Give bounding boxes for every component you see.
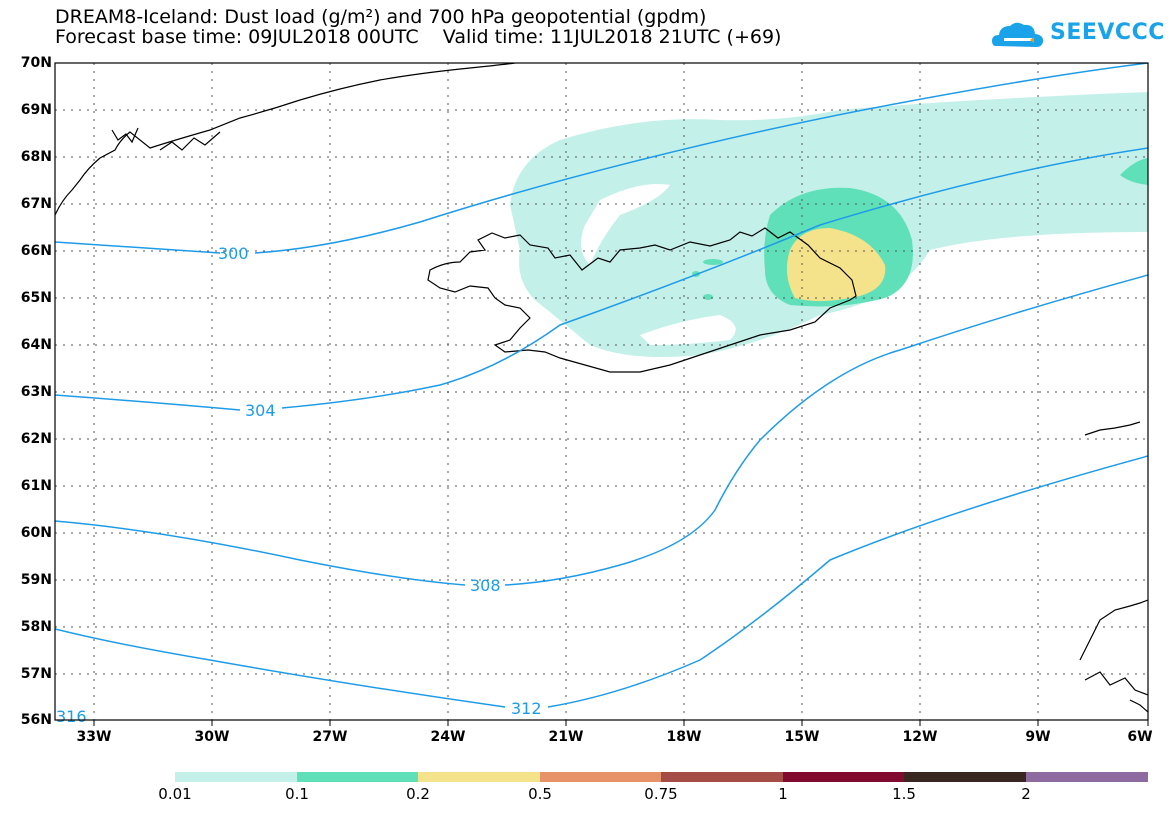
lon-label: 6W: [1127, 729, 1153, 745]
colorbar-segment: [1026, 772, 1148, 782]
colorbar-label: 0.2: [406, 785, 430, 803]
colorbar-segment: [904, 772, 1026, 782]
lat-label: 68N: [20, 149, 52, 165]
lon-label: 21W: [548, 729, 584, 745]
cloud-logo-icon: [992, 22, 1044, 47]
colorbar-label: 0.5: [528, 785, 552, 803]
lon-label: 12W: [902, 729, 938, 745]
contour-label-312: 312: [511, 699, 542, 718]
lat-label: 70N: [20, 55, 52, 71]
colorbar-segment: [418, 772, 540, 782]
lat-label: 66N: [20, 243, 52, 259]
lat-label: 69N: [20, 102, 52, 118]
contour-label-308: 308: [470, 576, 501, 595]
lat-label: 60N: [20, 525, 52, 541]
map-subtitle: Forecast base time: 09JUL2018 00UTC Vali…: [55, 26, 782, 48]
colorbar: [175, 772, 1148, 782]
contour-label-304: 304: [245, 401, 276, 420]
coastline: [55, 63, 1148, 713]
colorbar-segment: [540, 772, 661, 782]
geopotential-contours: [55, 63, 1148, 708]
lat-label: 56N: [20, 712, 52, 728]
map-title: DREAM8-Iceland: Dust load (g/m²) and 700…: [55, 6, 707, 28]
colorbar-segment: [175, 772, 297, 782]
lat-label: 65N: [20, 290, 52, 306]
lon-label: 30W: [194, 729, 230, 745]
lon-label: 33W: [76, 729, 112, 745]
colorbar-label: 2: [1021, 785, 1031, 803]
lat-label: 64N: [20, 337, 52, 353]
lat-label: 58N: [20, 619, 52, 635]
contour-label-316: 316: [56, 707, 87, 726]
colorbar-segment: [661, 772, 783, 782]
lon-label: 15W: [784, 729, 820, 745]
colorbar-label: 0.75: [644, 785, 678, 803]
colorbar-label: 1.5: [892, 785, 916, 803]
lat-label: 57N: [20, 666, 52, 682]
contour-label-300: 300: [218, 244, 249, 263]
lat-label: 62N: [20, 431, 52, 447]
logo-text: SEEVCCC: [1050, 20, 1165, 45]
colorbar-segment: [783, 772, 904, 782]
lat-label: 63N: [20, 384, 52, 400]
dust-area-0.2: [786, 228, 886, 302]
lon-label: 27W: [312, 729, 348, 745]
lon-label: 9W: [1025, 729, 1051, 745]
lon-label: 24W: [430, 729, 466, 745]
colorbar-segment: [297, 772, 418, 782]
colorbar-label: 1: [778, 785, 788, 803]
colorbar-label: 0.01: [158, 785, 192, 803]
lat-label: 67N: [20, 196, 52, 212]
lat-label: 61N: [20, 478, 52, 494]
lon-label: 18W: [666, 729, 702, 745]
lat-label: 59N: [20, 572, 52, 588]
colorbar-label: 0.1: [285, 785, 309, 803]
